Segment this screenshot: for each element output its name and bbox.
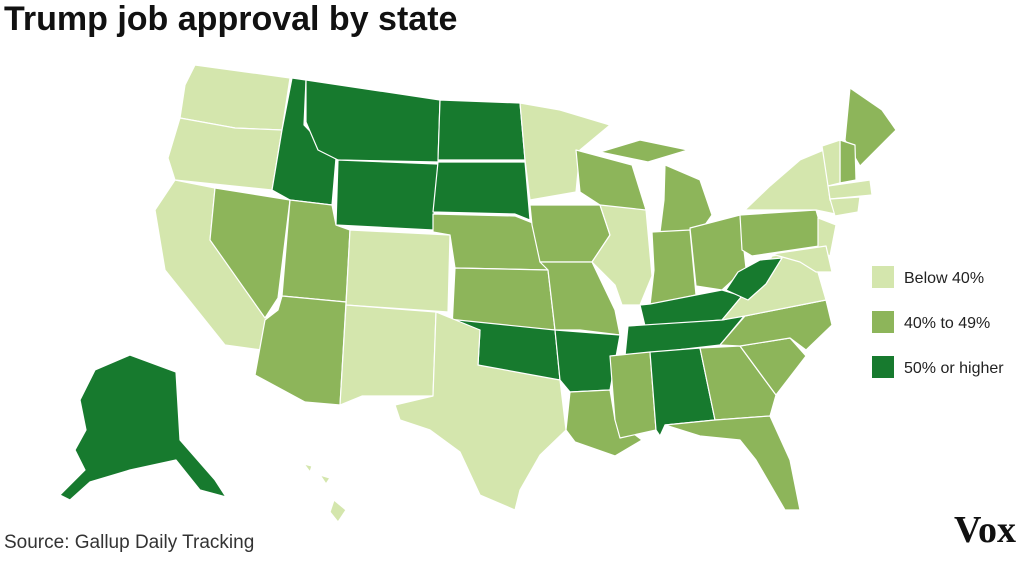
state xyxy=(345,229,451,313)
state xyxy=(609,351,657,439)
state xyxy=(739,209,827,257)
state xyxy=(432,161,531,221)
state xyxy=(649,229,697,306)
legend-label: 40% to 49% xyxy=(904,315,990,332)
state xyxy=(659,164,713,233)
state xyxy=(179,64,291,131)
title: Trump job approval by state xyxy=(4,0,457,38)
state xyxy=(829,196,861,217)
state xyxy=(335,159,439,231)
legend-label: 50% or higher xyxy=(904,360,1004,377)
state xyxy=(844,87,897,167)
state xyxy=(771,245,833,273)
state xyxy=(565,389,643,457)
state xyxy=(339,304,437,406)
state xyxy=(719,299,833,351)
state xyxy=(827,179,873,200)
state xyxy=(539,261,621,336)
state xyxy=(305,79,441,163)
legend: Below 40% 40% to 49% 50% or higher xyxy=(872,266,1004,378)
state xyxy=(59,354,227,501)
state xyxy=(303,463,313,473)
state xyxy=(839,139,857,184)
legend-label: Below 40% xyxy=(904,270,984,287)
state xyxy=(821,139,841,187)
state xyxy=(394,311,567,511)
state-map xyxy=(59,64,897,523)
state xyxy=(725,257,783,301)
legend-swatch xyxy=(872,266,894,288)
legend-swatch xyxy=(872,311,894,333)
state xyxy=(437,99,526,161)
legend-swatch xyxy=(872,356,894,378)
state xyxy=(599,139,689,163)
state xyxy=(591,204,653,306)
state xyxy=(209,187,291,319)
state xyxy=(699,345,777,421)
source: Source: Gallup Daily Tracking xyxy=(4,532,254,553)
state xyxy=(319,474,331,485)
state xyxy=(329,499,347,523)
state xyxy=(167,117,283,191)
logo: Vox xyxy=(954,509,1016,551)
state xyxy=(664,415,801,511)
